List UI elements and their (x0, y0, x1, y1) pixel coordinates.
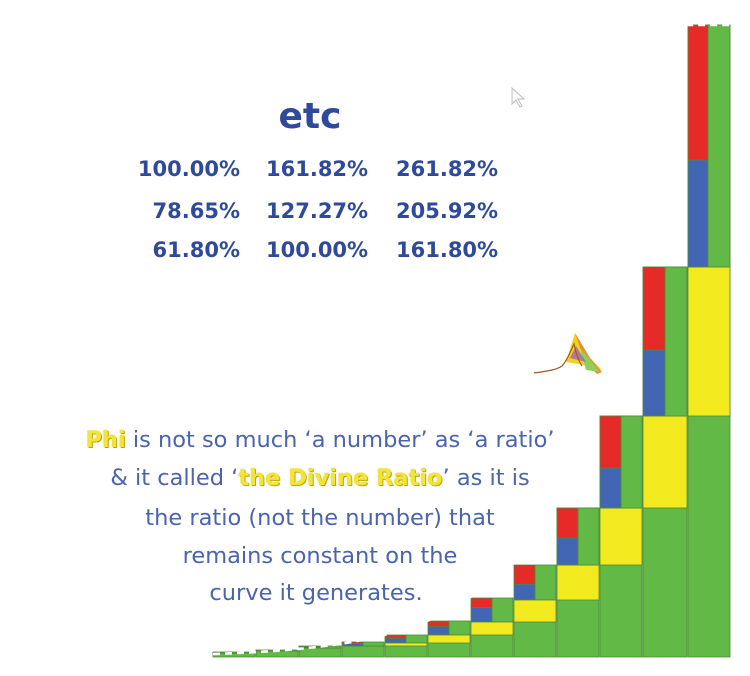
bar-green-segment (664, 266, 688, 417)
ratio-cell: 100.00% (137, 157, 240, 181)
caption-line-5: curve it generates. (209, 580, 423, 606)
phi-highlight: Phi (85, 427, 126, 453)
bar-green-segment (405, 634, 428, 644)
bar-green-segment (319, 645, 342, 649)
bar-green-segment (707, 24, 731, 268)
bar-red-segment (427, 620, 450, 627)
caption-text: ’ as it is (442, 465, 530, 491)
ratio-cell: 161.80% (396, 238, 499, 262)
ratio-cell: 78.65% (152, 199, 240, 223)
bar-yellow-segment (642, 415, 688, 509)
bar-blue-segment (642, 349, 666, 417)
divine-ratio-highlight: the Divine Ratio (238, 465, 443, 491)
ratio-cell: 161.82% (266, 157, 369, 181)
bar-blue-segment (687, 159, 709, 268)
cursor-arrow-icon (511, 86, 526, 108)
stacked-bars (212, 24, 731, 658)
bar-green-segment (341, 645, 385, 658)
peak-logo-icon (533, 333, 602, 374)
bar-red-segment (687, 24, 709, 161)
caption-line-4: remains constant on the (182, 543, 458, 569)
bar-yellow-segment (687, 266, 731, 417)
bar-blue-segment (384, 637, 407, 644)
ratio-cell: 61.80% (152, 238, 240, 262)
bar-blue-segment (427, 626, 450, 636)
etc-heading: etc (278, 96, 342, 137)
bar-green-segment (362, 641, 385, 647)
bar-green-segment (448, 620, 471, 636)
bar-green-segment (620, 415, 643, 509)
caption-text: is not so much ‘a number’ as ‘a ratio’ (125, 427, 555, 453)
bar-yellow-segment (470, 621, 514, 636)
bar-yellow-segment (384, 642, 428, 647)
caption-text: & it called ‘ (110, 465, 239, 491)
ratio-cell: 261.82% (396, 157, 499, 181)
bar-green-segment (298, 647, 342, 658)
phi-spiral-curve (212, 23, 732, 656)
ratio-cell: 127.27% (266, 199, 369, 223)
bar-red-segment (384, 634, 407, 639)
bar-yellow-segment (556, 564, 600, 601)
bar-yellow-segment (513, 599, 557, 623)
caption-line-3: the ratio (not the number) that (145, 505, 495, 531)
bar-blue-segment (470, 607, 493, 623)
bar-yellow-segment (427, 634, 471, 644)
bar-green-segment (577, 507, 600, 566)
caption-line-1: Phi is not so much ‘a number’ as ‘a rati… (0, 427, 640, 453)
caption-line-2: & it called ‘the Divine Ratio’ as it is (0, 465, 640, 491)
ratio-cell: 100.00% (266, 238, 369, 262)
bar-red-segment (642, 266, 666, 351)
ratio-cell: 205.92% (396, 199, 499, 223)
bar-yellow-segment (599, 507, 643, 566)
